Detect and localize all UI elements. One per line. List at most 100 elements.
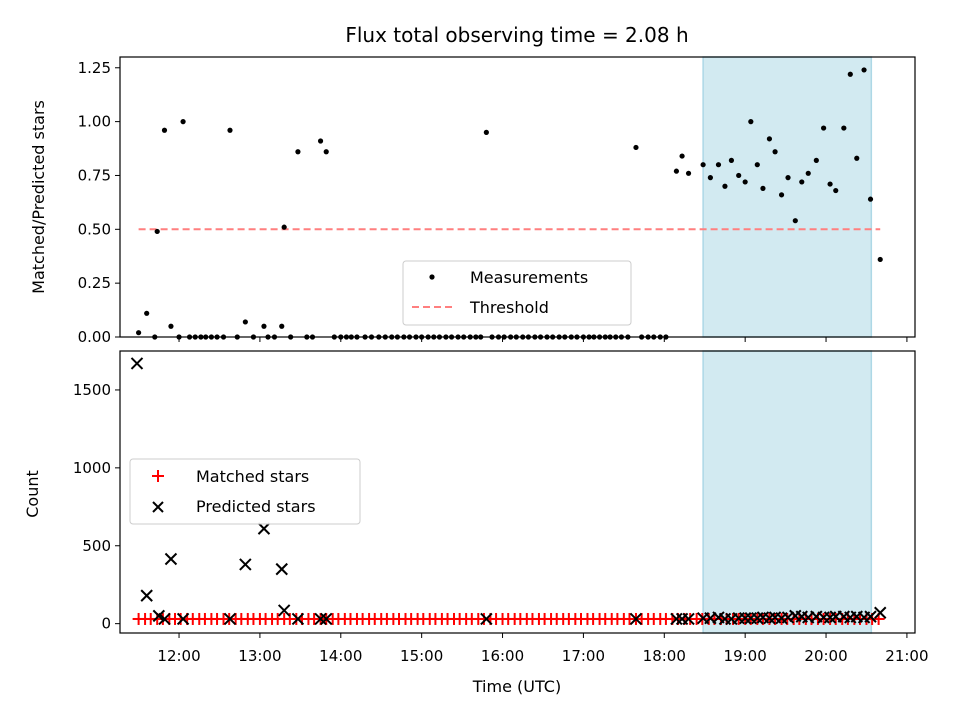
measurement-point [778, 192, 785, 198]
counts-y-tick-label: 1500 [73, 381, 111, 399]
measurement-point [867, 196, 874, 202]
measurement-point [707, 175, 713, 181]
counts-legend-box [129, 458, 361, 525]
predicted-star-point [864, 610, 877, 623]
predicted-star-point [682, 612, 695, 626]
legend-measurements-label: Measurements [470, 268, 588, 287]
ratio-y-tick-label: 0.25 [78, 274, 111, 292]
counts-y-tick-label: 500 [82, 537, 111, 555]
measurement-point [242, 319, 248, 325]
measurement-point [180, 119, 186, 125]
predicted-star-point [158, 612, 171, 626]
ratio-y-tick-label: 1.00 [78, 113, 111, 131]
predicted-star-point [275, 562, 288, 576]
measurement-point [227, 127, 233, 133]
measurement-point [841, 125, 847, 131]
predicted-star-point [314, 612, 327, 626]
counts-legend: Matched stars Predicted stars [129, 458, 361, 525]
measurement-point [168, 323, 174, 329]
predicted-star-point [140, 589, 153, 602]
ratio-panel: 0.00 0.25 0.50 0.75 1.00 1.25 Matched/Predict… [29, 56, 916, 346]
counts-axes-frame [119, 350, 916, 634]
measurement-point [833, 187, 839, 194]
measurement-point [633, 144, 639, 151]
measurement-point [144, 310, 150, 316]
x-tick-label: 14:00 [319, 647, 362, 665]
measurement-point [673, 168, 680, 174]
measurement-point [785, 175, 791, 181]
counts-y-tick-label: 1000 [73, 459, 111, 477]
measurement-point [799, 179, 805, 185]
ratio-y-tick-label: 1.25 [78, 59, 111, 77]
predicted-star-point [291, 612, 305, 626]
counts-y-tick-label: 0 [101, 615, 111, 633]
predicted-star-point [130, 357, 144, 370]
predicted-star-point [480, 612, 493, 626]
measurement-point [772, 149, 778, 155]
measurement-point [766, 136, 773, 142]
predicted-star-point [670, 612, 683, 626]
measurement-point [736, 172, 742, 179]
x-tick-label: 15:00 [400, 647, 443, 665]
observing-span [702, 56, 873, 338]
measurement-point [854, 155, 860, 161]
measurement-point [161, 127, 168, 133]
x-tick-label: 17:00 [562, 647, 605, 665]
predicted-star-point [874, 606, 887, 619]
x-tick-label: 19:00 [724, 647, 767, 665]
measurement-point [317, 138, 324, 144]
measurement-point [679, 153, 685, 159]
measurement-point [742, 179, 748, 185]
ratio-y-axis-label: Matched/Predicted stars [29, 100, 48, 294]
legend-predicted-marker [152, 501, 164, 513]
measurement-point [847, 71, 853, 77]
predicted-star-point [738, 611, 752, 625]
x-tick-label: 18:00 [643, 647, 686, 665]
x-tick-label: 12:00 [157, 647, 200, 665]
measurement-point [861, 67, 867, 73]
predicted-star-point [164, 552, 178, 566]
measurement-point [323, 149, 329, 155]
measurement-point [483, 129, 489, 135]
observing-span [702, 350, 873, 634]
measurement-point [748, 119, 754, 125]
ratio-y-tick-label: 0.50 [78, 220, 111, 238]
measurement-point [792, 218, 798, 224]
measurement-point [728, 157, 735, 163]
measurement-point [685, 170, 692, 176]
measurement-point [700, 162, 706, 168]
measurement-point [279, 323, 285, 329]
measurement-point [722, 183, 728, 189]
ratio-y-tick-label: 0.75 [78, 166, 111, 184]
x-tick-label: 21:00 [885, 647, 928, 665]
measurement-point [261, 323, 267, 329]
ratio-legend-box [402, 260, 632, 326]
measurement-point [805, 170, 811, 176]
counts-panel: 0 500 1000 1500 12:00 13:00 14:00 15:00 16:00 17… [23, 350, 929, 696]
predicted-star-point [781, 611, 795, 624]
x-tick-label: 16:00 [481, 647, 524, 665]
predicted-star-point [277, 604, 291, 617]
counts-y-axis-label: Count [23, 470, 42, 518]
x-axis-label: Time (UTC) [472, 677, 561, 696]
ratio-axes-frame [119, 56, 916, 338]
legend-matched-label: Matched stars [196, 467, 309, 486]
x-tick-label: 13:00 [238, 647, 281, 665]
chart-title: Flux total observing time = 2.08 h [345, 23, 688, 47]
ratio-legend: Measurements Threshold [402, 260, 632, 326]
measurement-point [877, 256, 883, 263]
ratio-y-tick-label: 0.00 [78, 328, 111, 346]
predicted-star-point [320, 612, 333, 626]
predicted-star-point [176, 612, 190, 626]
measurement-point [154, 228, 160, 235]
legend-measurements-marker [429, 274, 435, 280]
measurement-point [827, 181, 833, 187]
legend-threshold-label: Threshold [469, 298, 549, 317]
x-tick-label: 20:00 [804, 647, 847, 665]
predicted-star-point [257, 522, 271, 535]
measurement-point [760, 185, 766, 191]
predicted-star-point [239, 558, 252, 571]
measurement-point [754, 162, 760, 168]
legend-matched-marker [152, 470, 164, 482]
